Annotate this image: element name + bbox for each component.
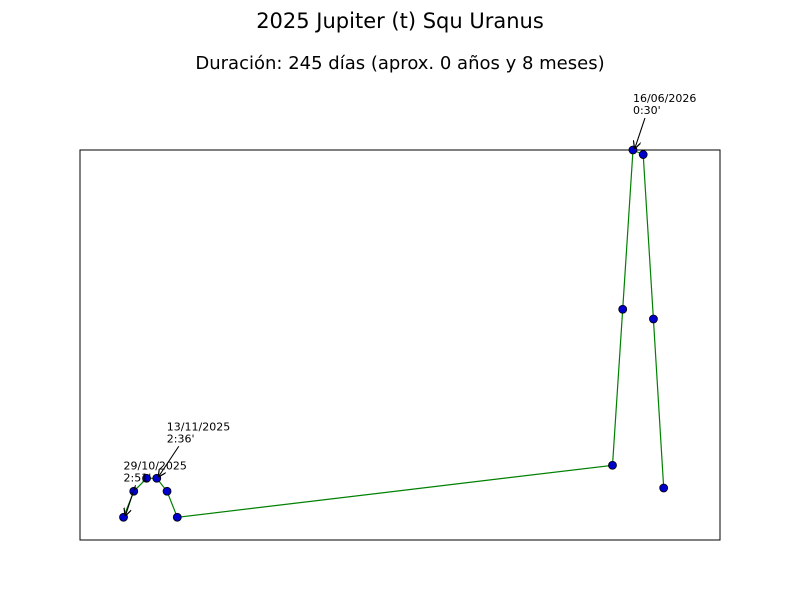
series-line: [122, 149, 665, 518]
annotation-label: 16/06/2026 0:30': [633, 92, 696, 117]
data-point: [172, 512, 182, 522]
annotation-label: 29/10/2025 2:51': [124, 459, 187, 484]
annotation-arrow: [159, 445, 180, 476]
annotation-label: 13/11/2025 2:36': [167, 420, 230, 445]
data-point: [659, 483, 669, 493]
axes-frame: [79, 149, 721, 541]
data-point: [608, 460, 617, 470]
data-point: [638, 150, 648, 159]
plot-area: 29/10/2025 2:51' 13/11/2025 2:36' 16/06/2026…: [79, 92, 721, 541]
annotation-arrow: [635, 117, 646, 148]
chart-title: 2025 Jupiter (t) Squ Uranus: [256, 9, 544, 33]
annotation-arrow: [126, 485, 137, 515]
data-point: [618, 304, 628, 314]
data-point: [142, 473, 151, 483]
data-point: [162, 486, 172, 496]
chart-subtitle: Duración: 245 días (aprox. 0 años y 8 me…: [195, 53, 604, 74]
data-point: [649, 314, 658, 324]
